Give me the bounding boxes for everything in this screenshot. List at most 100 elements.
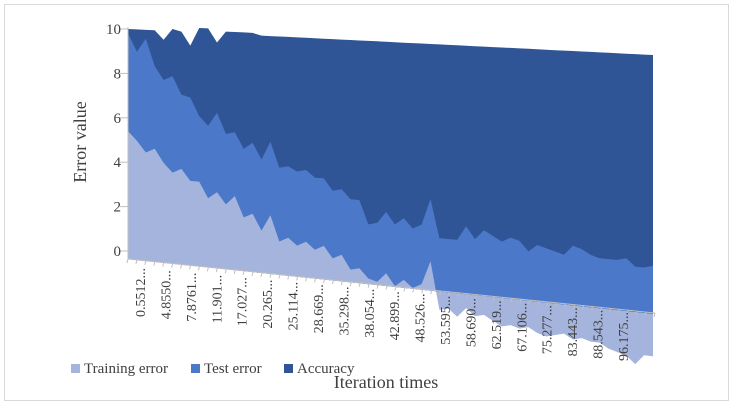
x-minor-tick (608, 308, 611, 313)
x-minor-tick (135, 259, 138, 265)
x-minor-tick (153, 261, 156, 266)
x-minor-tick (144, 260, 147, 265)
gridlines (120, 28, 128, 252)
x-minor-tick (573, 304, 576, 309)
axes (126, 27, 656, 318)
x-minor-tick (358, 282, 361, 287)
x-minor-tick (296, 276, 299, 281)
x-tick-label: 11.901... (210, 275, 225, 323)
y-tick-label: 4 (114, 155, 122, 171)
x-minor-tick (439, 290, 442, 296)
x-minor-tick (546, 301, 549, 307)
x-minor-tick (197, 266, 200, 271)
x-tick-label: 38.054... (363, 289, 378, 338)
x-tick-label: 83.443... (566, 307, 581, 356)
x-minor-tick (278, 274, 281, 279)
x-minor-tick (215, 268, 218, 273)
x-minor-tick (421, 289, 424, 294)
x-minor-tick (403, 287, 406, 292)
x-tick-labels: 0.5512... 4.8550... 7.8761... 11.901... 17.0… (134, 268, 632, 361)
x-minor-tick (162, 262, 165, 267)
x-minor-tick (126, 258, 129, 264)
x-minor-tick (501, 297, 504, 302)
x-minor-tick (349, 281, 352, 287)
x-minor-tick (457, 292, 459, 297)
y-tick-label: 2 (114, 200, 122, 216)
x-tick-label: 7.8761... (185, 273, 200, 322)
x-minor-tick (510, 298, 513, 303)
x-tick-label: 58.690... (465, 298, 480, 347)
x-tick-label: 48.526... (414, 294, 429, 343)
legend-label-test-error: Test error (204, 361, 262, 377)
x-minor-tick (385, 285, 388, 290)
y-tick-label: 10 (106, 22, 121, 38)
x-tick-label: 35.298... (337, 287, 352, 336)
x-minor-tick (287, 275, 290, 280)
y-tick-labels: 0 2 4 6 8 10 (106, 22, 122, 260)
x-minor-tick (626, 310, 629, 315)
x-minor-tick (233, 269, 236, 275)
x-minor-tick (305, 277, 308, 282)
area-series (128, 28, 653, 365)
x-minor-tick (537, 300, 540, 306)
legend-label-accuracy: Accuracy (297, 361, 355, 377)
x-tick-label: 75.277... (541, 305, 556, 354)
x-tick-label: 28.669... (312, 284, 327, 333)
legend-swatch-test-error (191, 364, 200, 373)
x-minor-tick (260, 272, 263, 277)
area-training-error (128, 131, 653, 365)
x-minor-tick (251, 271, 254, 276)
x-tick-label: 96.175... (617, 312, 632, 361)
x-minor-tick (492, 296, 495, 301)
legend-swatch-training-error (71, 364, 80, 373)
x-tick-label: 20.265... (261, 280, 276, 329)
y-tick-label: 0 (114, 244, 122, 260)
x-minor-tick (635, 311, 638, 316)
x-minor-tick (314, 278, 317, 283)
y-tick-label: 6 (114, 111, 122, 127)
y-tick-label: 8 (114, 66, 122, 82)
x-minor-tick (590, 306, 593, 311)
x-tick-label: 4.8550... (159, 270, 174, 319)
x-minor-tick (206, 267, 209, 272)
x-minor-tick (340, 280, 343, 286)
legend-swatch-accuracy (284, 364, 293, 373)
x-minor-tick (653, 312, 656, 318)
x-minor-tick (367, 283, 370, 288)
x-minor-tick (376, 284, 379, 289)
x-minor-tick (582, 305, 585, 310)
x-minor-tick (180, 264, 183, 269)
x-minor-tick (644, 311, 647, 317)
x-axis-title: Iteration times (334, 372, 438, 392)
x-tick-label: 17.027... (236, 277, 251, 326)
x-tick-label: 25.114... (287, 282, 302, 330)
x-tick-label: 53.595... (439, 296, 454, 345)
x-minor-tick (269, 273, 272, 278)
x-tick-label: 67.106... (515, 303, 530, 352)
x-minor-tick (242, 270, 245, 276)
x-minor-tick (323, 279, 325, 284)
x-minor-tick (331, 279, 334, 285)
x-minor-tick (528, 300, 531, 305)
x-minor-tick (171, 263, 174, 268)
x-tick-label: 0.5512... (134, 268, 149, 317)
x-minor-tick (555, 302, 558, 308)
y-axis-title: Error value (70, 101, 90, 182)
x-minor-tick (483, 295, 486, 300)
x-minor-tick (599, 307, 602, 312)
x-axis-line (127, 258, 656, 314)
x-tick-label: 88.543... (592, 310, 607, 359)
x-minor-tick (430, 289, 433, 295)
x-minor-tick (394, 286, 397, 291)
x-minor-tick (474, 294, 477, 299)
legend: Training error Test error Accuracy (71, 361, 355, 377)
legend-label-training-error: Training error (84, 361, 168, 377)
x-tick-label: 42.899... (388, 291, 403, 340)
x-minor-tick (617, 309, 620, 314)
x-minor-tick (564, 303, 567, 308)
x-minor-tick (465, 293, 468, 298)
x-minor-tick (448, 291, 451, 297)
x-minor-tick (412, 288, 415, 293)
x-tick-label: 62.519... (490, 300, 505, 349)
x-minor-tick (519, 299, 522, 304)
